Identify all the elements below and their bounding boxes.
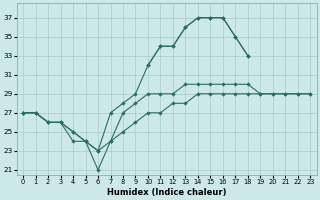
X-axis label: Humidex (Indice chaleur): Humidex (Indice chaleur): [107, 188, 227, 197]
